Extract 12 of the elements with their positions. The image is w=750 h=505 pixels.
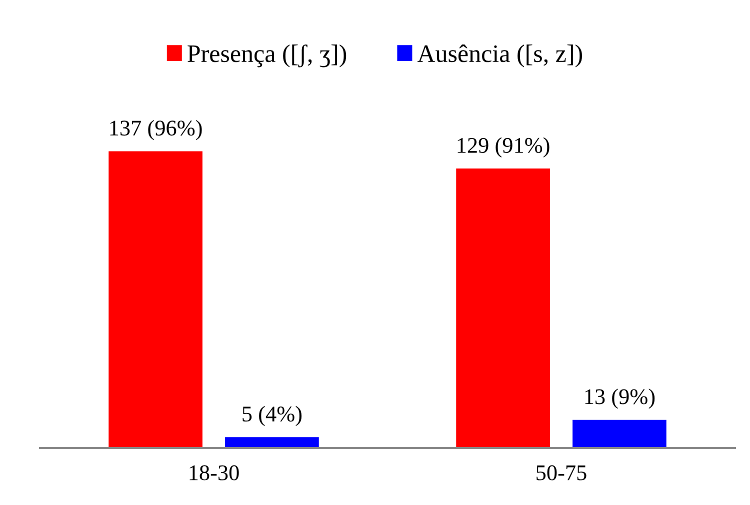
bar [572, 420, 666, 448]
bar [225, 437, 319, 448]
x-tick-label: 50-75 [536, 465, 586, 480]
data-label: 13 (9%) [585, 388, 655, 409]
legend-label: Presença ([ʃ, ʒ]) [188, 44, 346, 68]
legend-label: Ausência ([s, z]) [417, 44, 582, 68]
x-tick-label: 18-30 [190, 465, 239, 480]
data-label: 5 (4%) [242, 406, 302, 426]
data-label: 129 (91%) [458, 137, 550, 158]
bar [456, 168, 550, 448]
bar [108, 151, 202, 448]
data-label: 137 (96%) [110, 120, 202, 140]
